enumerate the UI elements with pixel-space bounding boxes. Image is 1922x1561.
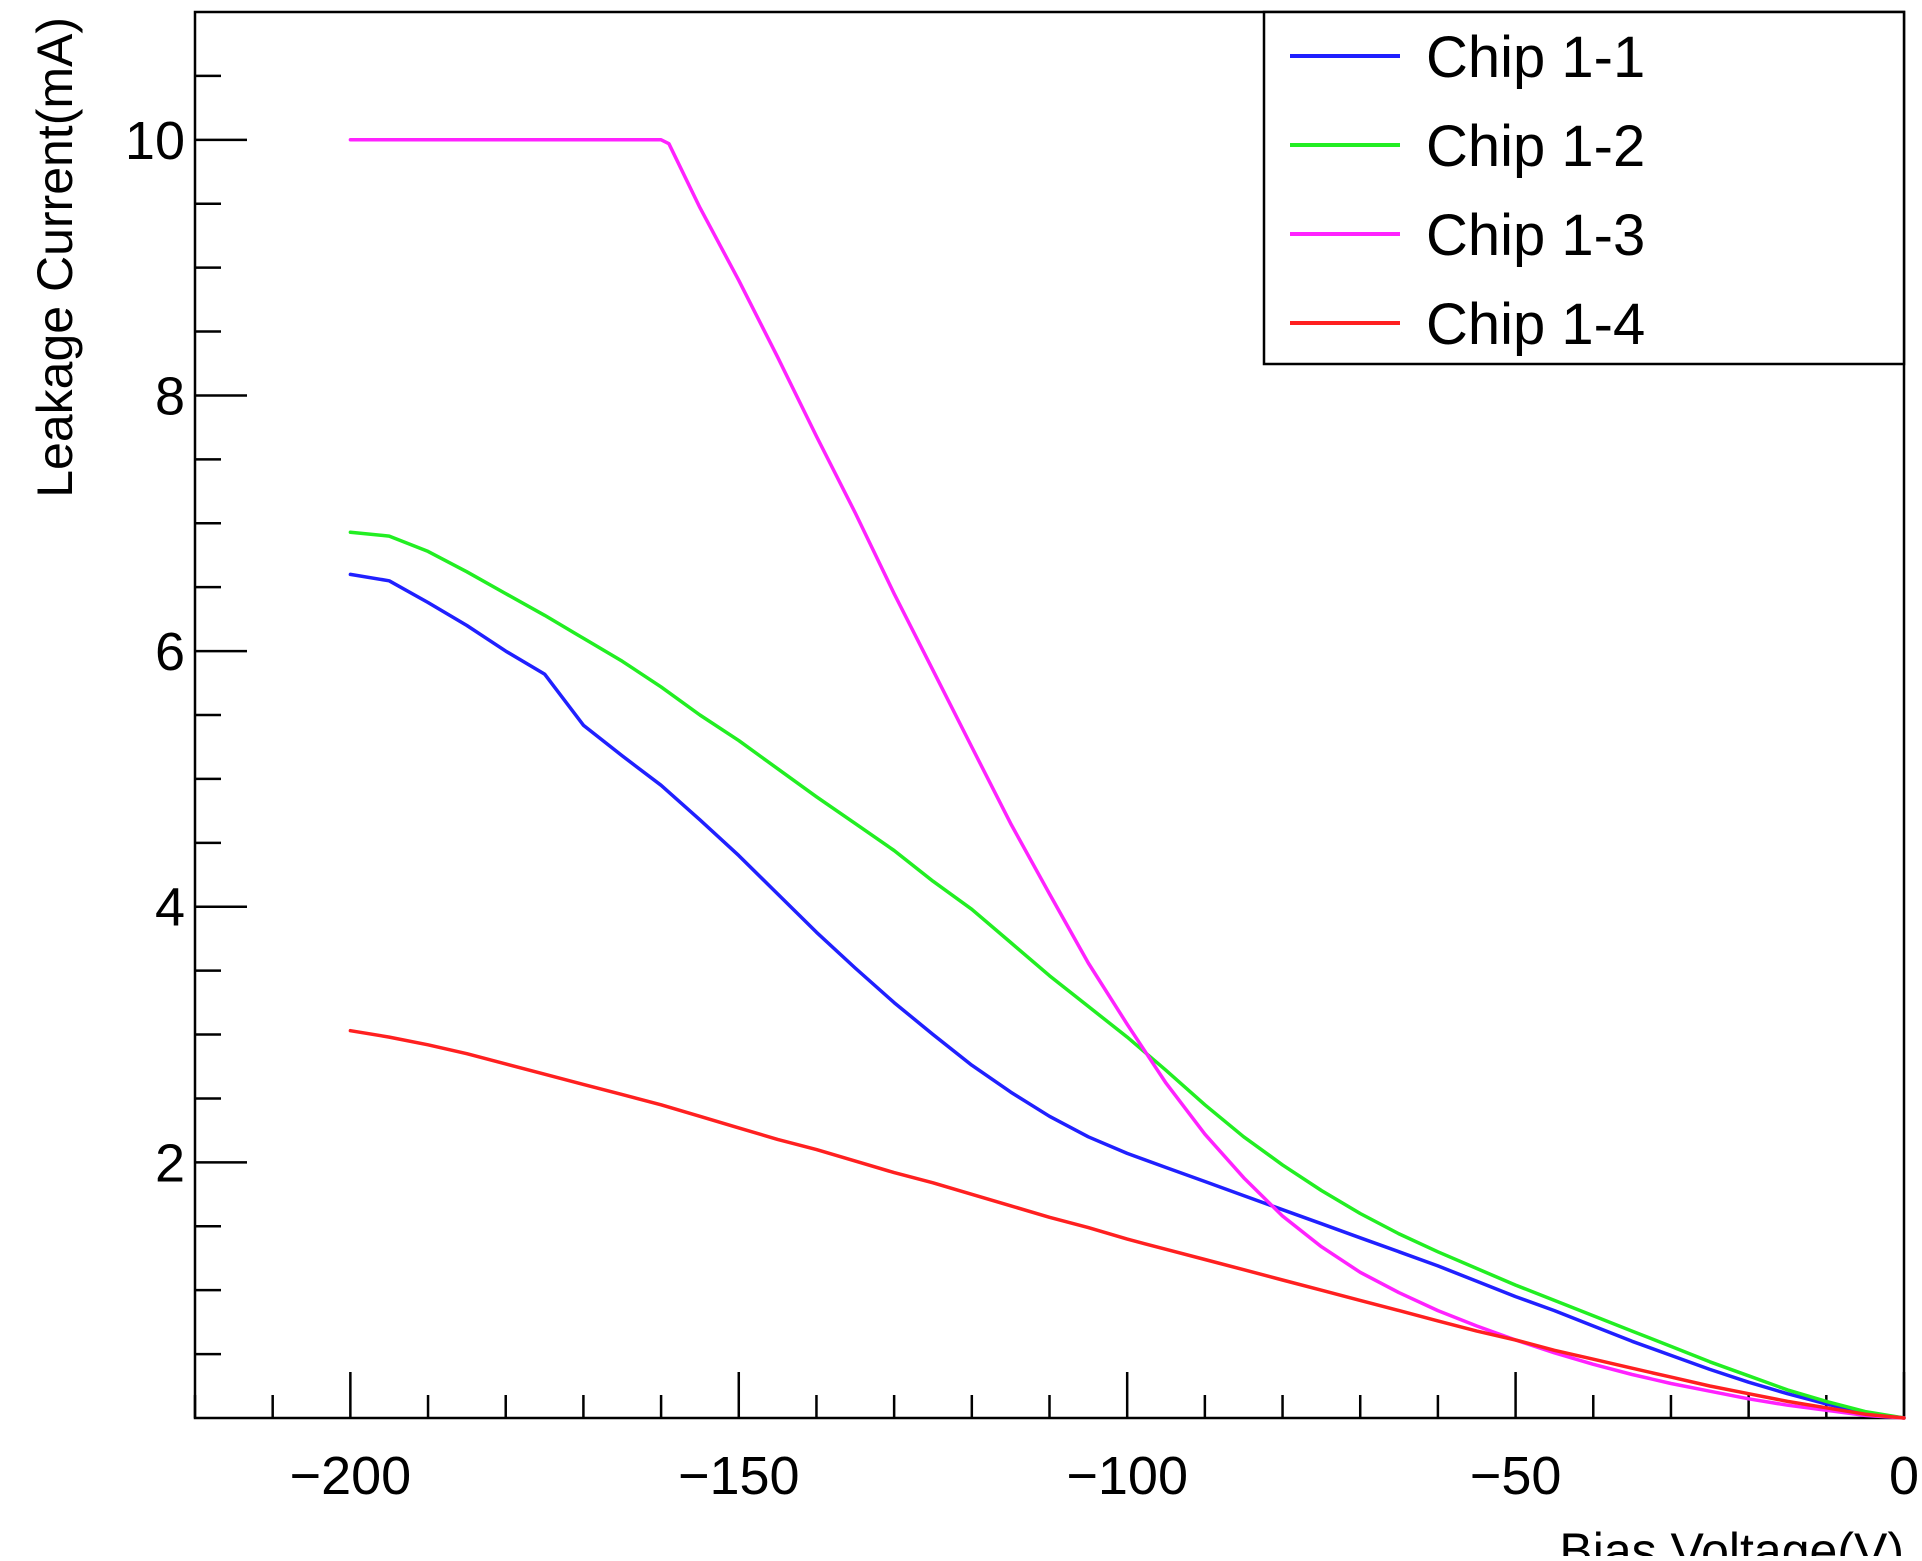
series-line-chip-1-1: [348, 572, 1906, 1420]
y-tick-label: 10: [125, 111, 185, 171]
legend-label-chip-1-4: Chip 1-4: [1426, 292, 1645, 357]
x-tick-label: −150: [678, 1446, 800, 1506]
x-tick-label: −100: [1066, 1446, 1188, 1506]
y-tick-label: 6: [155, 622, 185, 682]
legend: Chip 1-1 Chip 1-2 Chip 1-3 Chip 1-4: [1262, 10, 1906, 366]
x-tick-label: 0: [1889, 1446, 1919, 1506]
x-tick-label: −50: [1470, 1446, 1562, 1506]
series-line-chip-1-2: [348, 530, 1906, 1420]
legend-label-chip-1-3: Chip 1-3: [1426, 203, 1645, 268]
y-tick-label: 4: [155, 878, 185, 938]
y-axis-title: Leakage Current(mA): [27, 17, 83, 498]
legend-label-chip-1-2: Chip 1-2: [1426, 114, 1645, 179]
x-axis-title: Bias Voltage(V): [1559, 1523, 1904, 1556]
legend-box: [1262, 10, 1906, 366]
series-line-chip-1-4: [348, 1028, 1906, 1420]
x-tick-label: −200: [290, 1446, 412, 1506]
legend-label-chip-1-1: Chip 1-1: [1426, 25, 1645, 90]
series-lines: [348, 138, 1906, 1420]
y-tick-label: 8: [155, 366, 185, 426]
series-line-chip-1-3: [348, 138, 1906, 1420]
axis-ticks: −200 −150 −100 −50 0 2 4 6 8 10: [125, 74, 1919, 1506]
y-tick-label: 2: [155, 1133, 185, 1193]
